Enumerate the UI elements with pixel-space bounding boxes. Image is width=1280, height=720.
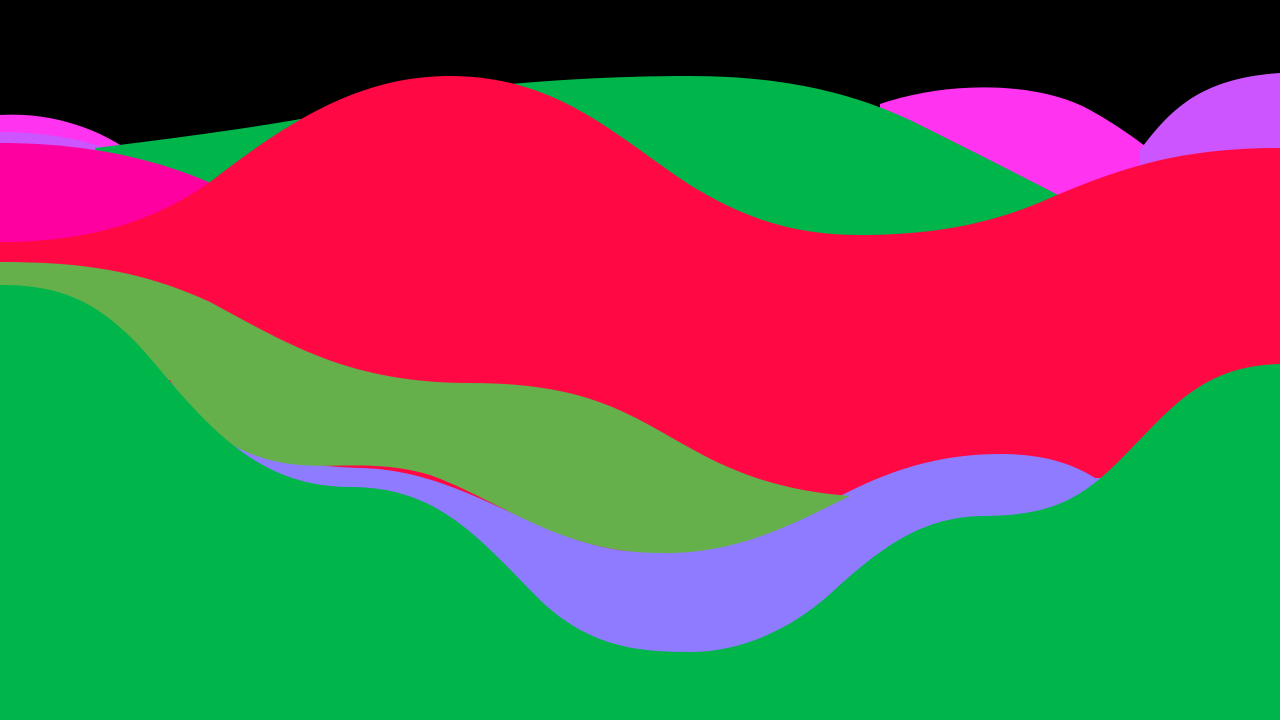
green-wave-bottom	[0, 285, 1280, 720]
olive-green-wave	[0, 262, 850, 554]
